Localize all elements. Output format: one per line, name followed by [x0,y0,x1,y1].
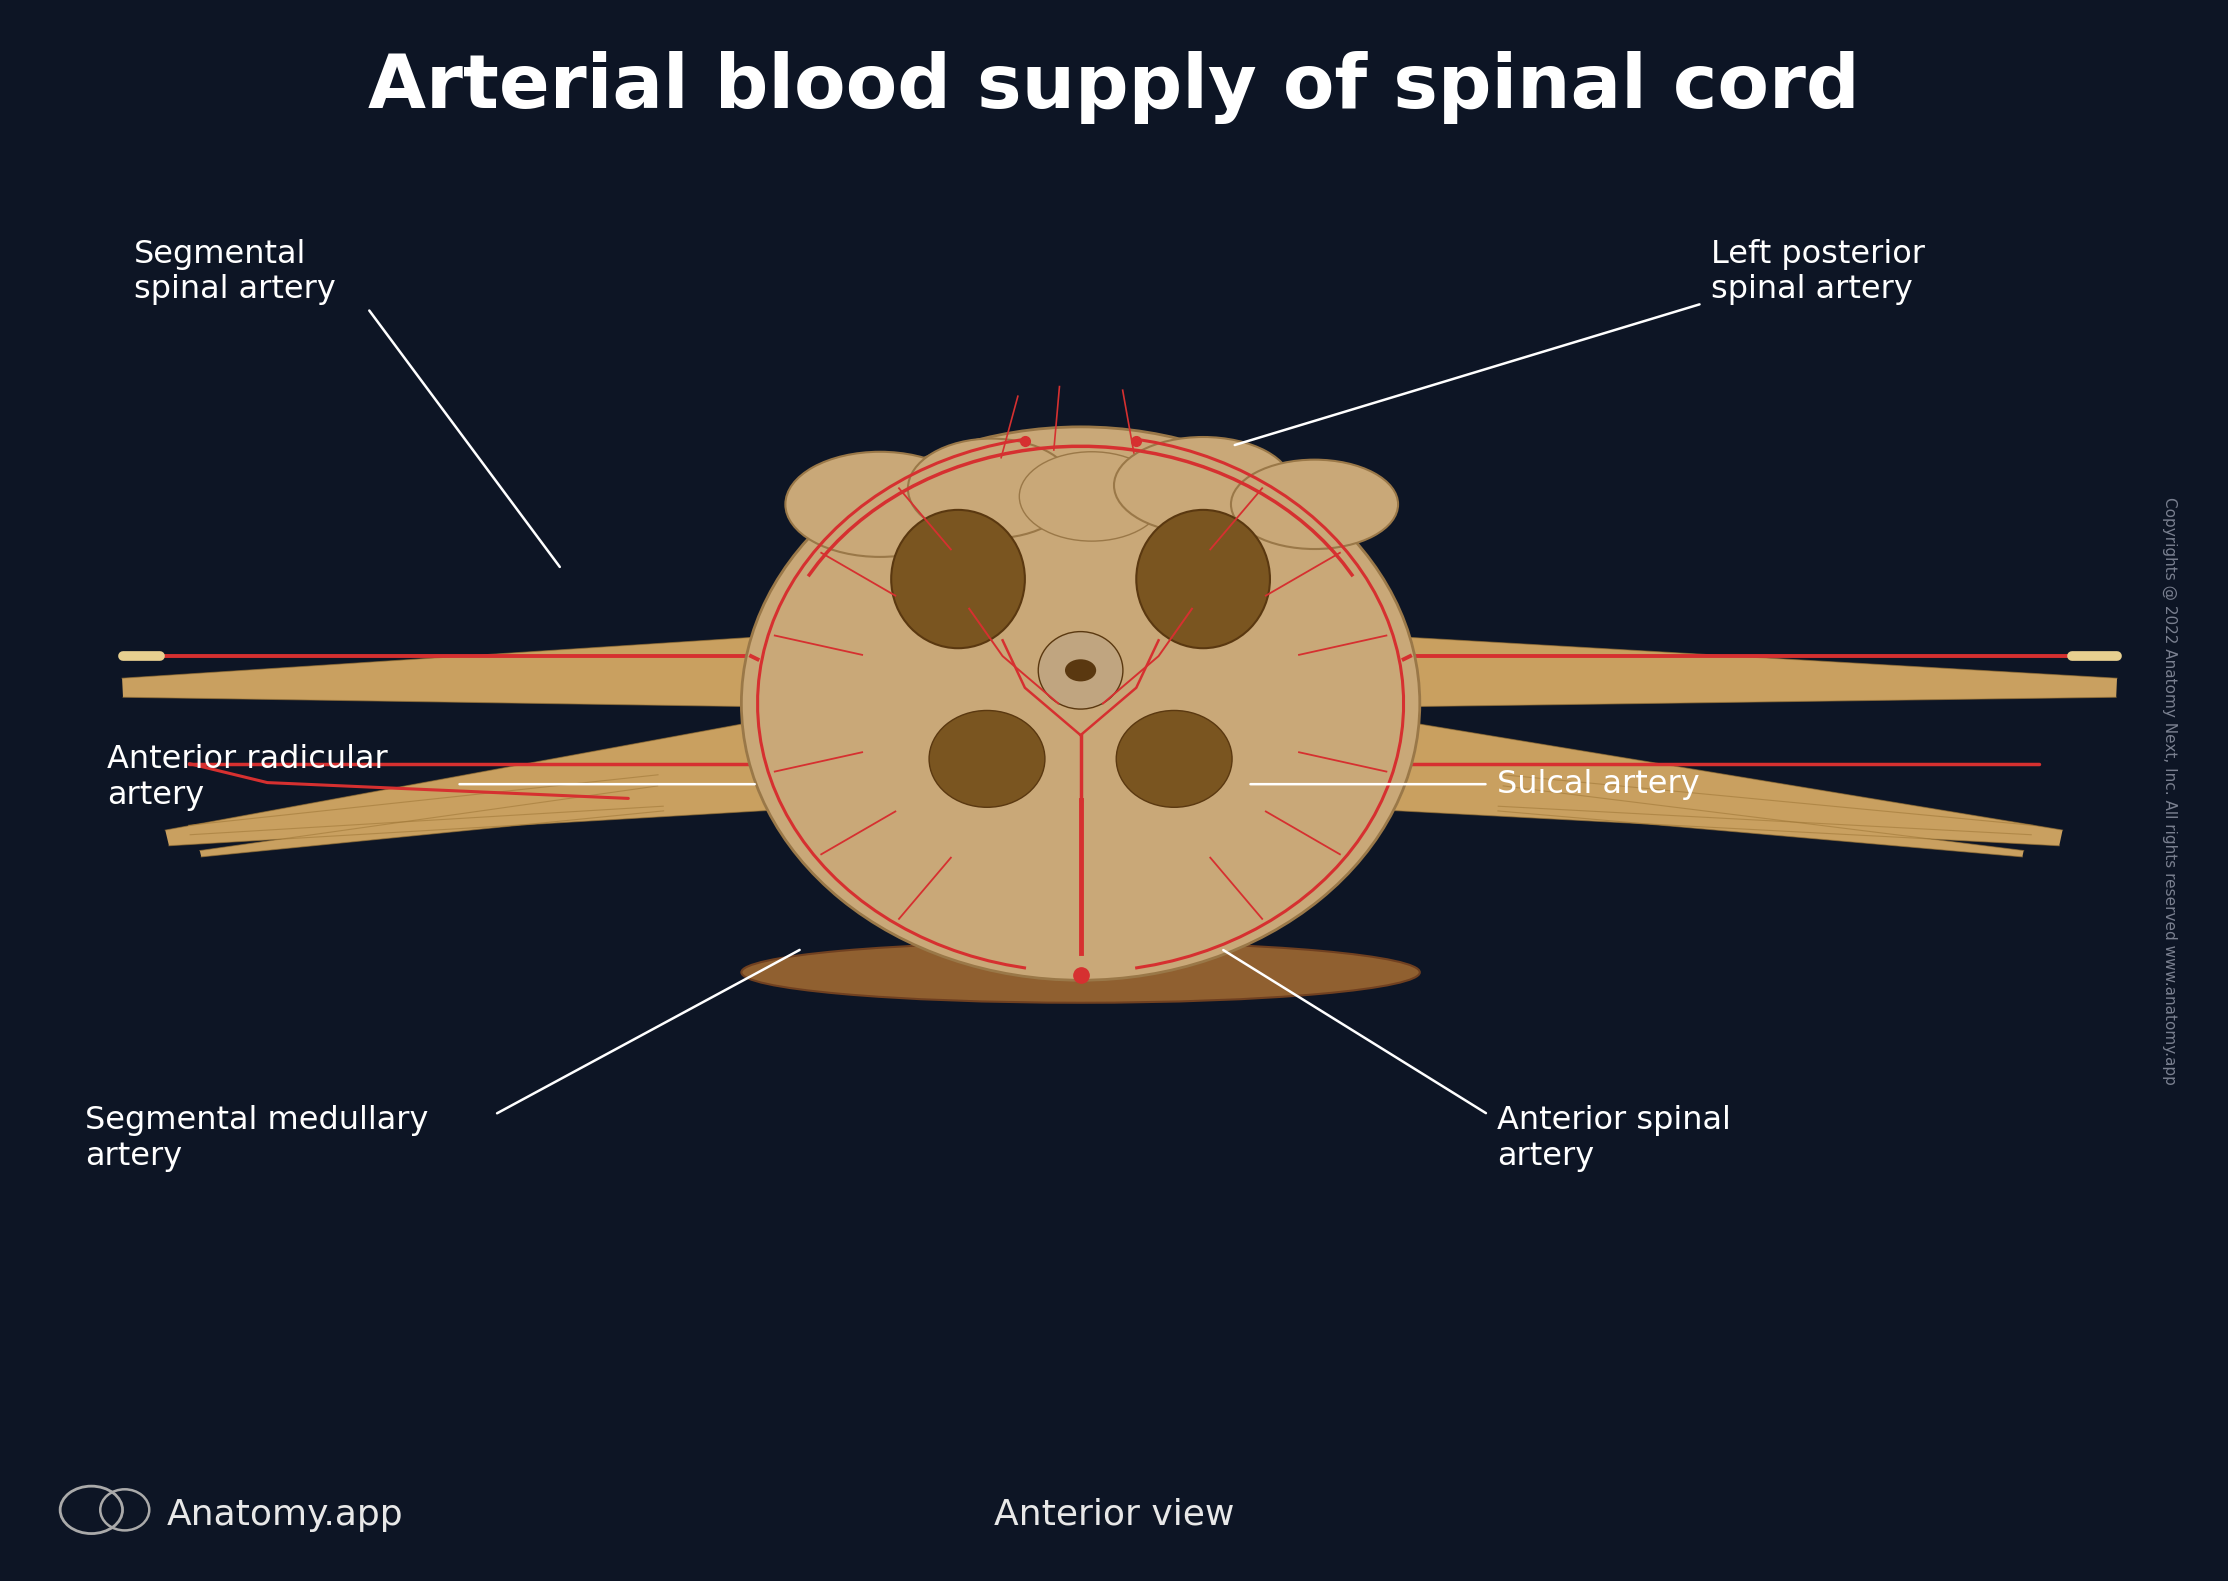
Text: Anterior spinal
artery: Anterior spinal artery [1497,1105,1731,1172]
Ellipse shape [929,710,1045,808]
Text: Sulcal artery: Sulcal artery [1497,768,1700,800]
Ellipse shape [909,438,1076,539]
Ellipse shape [742,427,1419,980]
Polygon shape [1401,637,2117,707]
Text: Left posterior
spinal artery: Left posterior spinal artery [1711,239,1925,305]
Text: Arterial blood supply of spinal cord: Arterial blood supply of spinal cord [368,51,1860,123]
Text: Anatomy.app: Anatomy.app [167,1497,403,1532]
Ellipse shape [742,942,1419,1002]
Ellipse shape [1020,452,1165,541]
Polygon shape [1497,786,2023,857]
Ellipse shape [1230,460,1399,549]
Polygon shape [189,775,664,835]
Ellipse shape [1114,436,1292,534]
Text: Segmental
spinal artery: Segmental spinal artery [134,239,336,305]
Text: Anterior view: Anterior view [994,1497,1234,1532]
Ellipse shape [1136,509,1270,648]
Ellipse shape [1038,631,1123,708]
Polygon shape [1395,723,2063,846]
Text: Copyrights @ 2022 Anatomy Next, Inc. All rights reserved www.anatomy.app: Copyrights @ 2022 Anatomy Next, Inc. All… [2163,496,2177,1085]
Polygon shape [1497,775,2032,835]
Ellipse shape [891,509,1025,648]
Circle shape [1065,659,1096,681]
Text: Anterior radicular
artery: Anterior radicular artery [107,745,388,811]
Text: Segmental medullary
artery: Segmental medullary artery [85,1105,428,1172]
Ellipse shape [786,452,976,557]
Polygon shape [165,723,769,846]
Polygon shape [201,786,664,857]
Polygon shape [123,637,760,707]
Ellipse shape [1116,710,1232,808]
